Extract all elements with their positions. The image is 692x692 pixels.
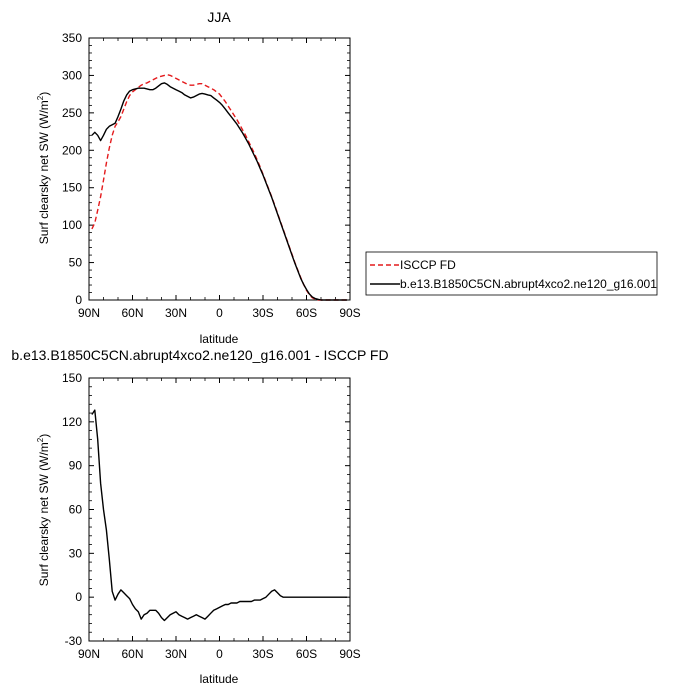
x-tick-label: 90S <box>339 647 360 661</box>
top-chart-title: JJA <box>207 9 231 25</box>
y-tick-label: 0 <box>75 293 82 307</box>
x-tick-label: 90N <box>78 647 100 661</box>
bottom-chart-title: b.e13.B1850C5CN.abrupt4xco2.ne120_g16.00… <box>11 347 388 363</box>
y-tick-label: 200 <box>62 143 82 157</box>
legend-box <box>365 251 658 296</box>
y-tick-label: 150 <box>62 181 82 195</box>
x-tick-label: 30N <box>165 647 187 661</box>
x-tick-label: 0 <box>216 647 223 661</box>
plot-frame <box>88 37 351 301</box>
x-tick-label: 60S <box>296 647 317 661</box>
bottom-y-axis-label: Surf clearsky net SW (W/m2) <box>36 434 51 586</box>
top-y-axis-label: Surf clearsky net SW (W/m2) <box>36 92 51 244</box>
y-tick-label: 50 <box>69 256 83 270</box>
y-tick-label: 150 <box>62 371 82 385</box>
x-tick-label: 30S <box>252 306 273 320</box>
legend-label-model: b.e13.B1850C5CN.abrupt4xco2.ne120_g16.00… <box>400 277 657 291</box>
series-line-0 <box>91 409 348 622</box>
legend: ISCCP FD b.e13.B1850C5CN.abrupt4xco2.ne1… <box>365 251 658 296</box>
legend-label-isccp: ISCCP FD <box>400 258 456 272</box>
series-line-0 <box>91 74 348 301</box>
x-tick-label: 0 <box>216 306 223 320</box>
bottom-x-axis-label: latitude <box>200 672 239 686</box>
x-tick-label: 30S <box>252 647 273 661</box>
y-tick-label: 30 <box>69 546 83 560</box>
y-tick-label: -30 <box>65 634 83 648</box>
y-tick-label: 300 <box>62 68 82 82</box>
y-tick-label: 0 <box>75 590 82 604</box>
y-tick-label: 120 <box>62 415 82 429</box>
y-tick-label: 60 <box>69 503 83 517</box>
y-tick-label: 350 <box>62 31 82 45</box>
x-tick-label: 30N <box>165 306 187 320</box>
y-tick-label: 250 <box>62 106 82 120</box>
series-line-1 <box>91 82 348 301</box>
bottom-panel: b.e13.B1850C5CN.abrupt4xco2.ne120_g16.00… <box>11 347 388 686</box>
x-tick-label: 90S <box>339 306 360 320</box>
x-tick-label: 60S <box>296 306 317 320</box>
top-plot-area: 0 50 100 150 200 250 300 350 90N 60N 30N 0 30S 60S 90S <box>62 31 361 320</box>
top-panel: JJA 0 50 100 150 200 250 300 350 90N 60N 30N 0 30S 60… <box>36 9 361 346</box>
y-tick-label: 90 <box>69 459 83 473</box>
y-tick-label: 100 <box>62 218 82 232</box>
x-tick-label: 60N <box>121 647 143 661</box>
plot-frame <box>88 377 351 642</box>
x-tick-label: 90N <box>78 306 100 320</box>
x-tick-label: 60N <box>121 306 143 320</box>
top-x-axis-label: latitude <box>200 332 239 346</box>
bottom-plot-area: -30 0 30 60 90 120 150 90N 60N 30N 0 30S 60S 90S <box>62 371 361 661</box>
